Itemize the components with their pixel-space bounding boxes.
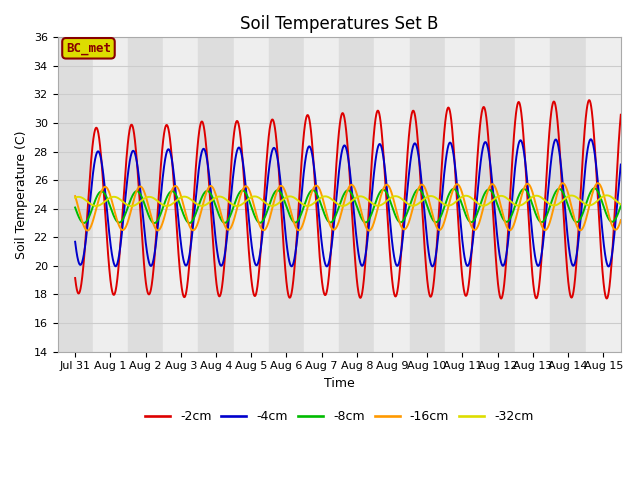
Bar — [128, 37, 163, 351]
Bar — [480, 37, 515, 351]
Bar — [269, 37, 304, 351]
Bar — [374, 37, 410, 351]
Y-axis label: Soil Temperature (C): Soil Temperature (C) — [15, 130, 28, 259]
Bar — [445, 37, 480, 351]
Bar — [58, 37, 93, 351]
Bar — [586, 37, 621, 351]
Bar — [410, 37, 445, 351]
Legend: -2cm, -4cm, -8cm, -16cm, -32cm: -2cm, -4cm, -8cm, -16cm, -32cm — [140, 405, 538, 428]
Bar — [93, 37, 128, 351]
X-axis label: Time: Time — [324, 377, 355, 390]
Bar — [304, 37, 339, 351]
Bar — [550, 37, 586, 351]
Bar — [234, 37, 269, 351]
Text: BC_met: BC_met — [66, 42, 111, 55]
Bar — [163, 37, 198, 351]
Title: Soil Temperatures Set B: Soil Temperatures Set B — [240, 15, 438, 33]
Bar — [515, 37, 550, 351]
Bar — [339, 37, 374, 351]
Bar — [198, 37, 234, 351]
